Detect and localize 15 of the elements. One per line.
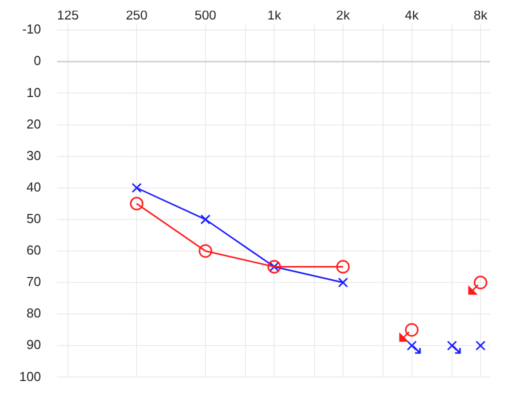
y-tick-label: 30 bbox=[26, 148, 41, 163]
y-tick-label: 100 bbox=[19, 368, 41, 384]
y-tick-label: 70 bbox=[26, 274, 41, 290]
y-tick-label: 20 bbox=[26, 116, 41, 132]
y-tick-label: 0 bbox=[34, 53, 41, 68]
y-tick-label: 50 bbox=[26, 211, 41, 226]
y-tick-label: -10 bbox=[22, 22, 41, 37]
y-tick-label: 60 bbox=[26, 242, 41, 258]
x-tick-label: 250 bbox=[126, 8, 148, 23]
y-tick-label: 90 bbox=[26, 337, 41, 352]
y-tick-label: 10 bbox=[26, 84, 41, 100]
y-tick-label: 40 bbox=[26, 179, 41, 194]
y-tick-label: 80 bbox=[26, 306, 41, 321]
x-tick-label: 125 bbox=[57, 8, 79, 23]
x-tick-label: 500 bbox=[194, 8, 216, 23]
